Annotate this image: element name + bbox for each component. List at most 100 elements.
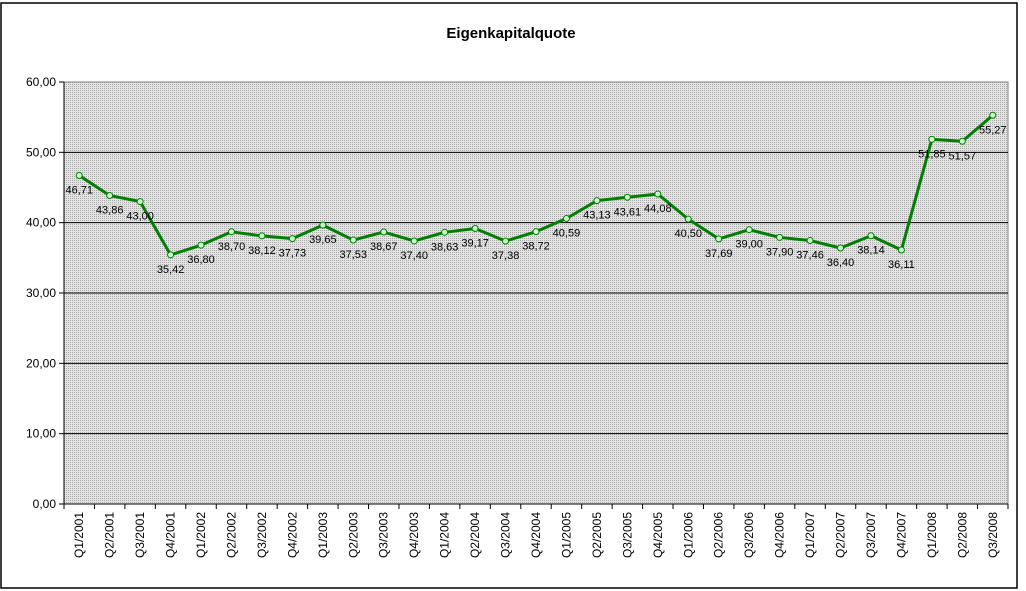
data-label: 38,14	[857, 245, 885, 257]
y-tick-label: 50,00	[26, 145, 56, 159]
x-tick-label: Q2/2007	[834, 512, 848, 558]
data-label: 38,72	[522, 241, 550, 253]
data-label: 43,86	[96, 205, 124, 217]
x-tick-label: Q4/2006	[773, 512, 787, 558]
x-axis: Q1/2001 Q2/2001 Q3/2001 Q4/2001 Q1/2002 Q2/20…	[63, 503, 1009, 558]
gridlines	[64, 151, 1008, 435]
data-point	[928, 135, 936, 143]
x-tick-label: Q4/2001	[164, 512, 178, 558]
data-point	[319, 221, 327, 229]
data-label: 40,50	[674, 228, 702, 240]
data-point	[197, 241, 205, 249]
data-label: 37,90	[766, 246, 794, 258]
x-tick-label: Q1/2006	[681, 512, 695, 558]
data-point	[380, 228, 388, 236]
data-label: 39,65	[309, 234, 337, 246]
data-label: 43,13	[583, 210, 611, 222]
data-label: 36,40	[827, 257, 855, 269]
data-point	[989, 111, 997, 119]
chart-title: Eigenkapitalquote	[446, 25, 575, 42]
data-point	[75, 171, 83, 179]
data-label: 36,11	[888, 259, 915, 271]
data-label: 38,70	[218, 241, 246, 253]
data-label: 39,00	[735, 239, 763, 251]
data-label: 37,40	[400, 250, 428, 262]
data-point	[745, 226, 753, 234]
y-tick-label: 20,00	[26, 356, 56, 370]
data-point	[471, 225, 479, 233]
x-tick-label: Q3/2002	[255, 512, 269, 558]
data-label: 35,42	[157, 264, 185, 276]
data-point	[897, 246, 905, 254]
data-label: 51,57	[949, 150, 977, 162]
data-point	[349, 236, 357, 244]
data-point	[288, 235, 296, 243]
x-tick-label: Q3/2008	[986, 512, 1000, 558]
data-point	[167, 251, 175, 259]
x-tick-label: Q1/2001	[72, 512, 86, 558]
y-tick-label: 30,00	[26, 286, 56, 300]
data-point	[654, 190, 662, 198]
x-tick-label: Q4/2005	[651, 512, 665, 558]
data-point	[410, 237, 418, 245]
data-point	[837, 244, 845, 252]
x-tick-label: Q4/2007	[894, 512, 908, 558]
y-tick-label: 0,00	[33, 497, 57, 511]
data-point	[867, 232, 875, 240]
x-tick-label: Q3/2006	[742, 512, 756, 558]
data-point	[227, 228, 235, 236]
x-tick-label: Q2/2002	[224, 512, 238, 558]
data-point	[593, 197, 601, 205]
data-label: 44,08	[644, 203, 672, 215]
x-tick-label: Q2/2008	[955, 512, 969, 558]
data-label: 38,12	[248, 245, 276, 257]
data-point	[562, 215, 570, 223]
data-label: 37,69	[705, 248, 733, 260]
data-label: 40,59	[553, 228, 581, 240]
data-point	[106, 192, 114, 200]
x-tick-label: Q1/2003	[316, 512, 330, 558]
x-tick-label: Q3/2007	[864, 512, 878, 558]
x-tick-label: Q1/2005	[559, 512, 573, 558]
data-point	[623, 193, 631, 201]
data-label: 38,67	[370, 241, 398, 253]
x-tick-label: Q1/2008	[925, 512, 939, 558]
x-tick-label: Q3/2005	[620, 512, 634, 558]
data-point	[958, 137, 966, 145]
data-label: 46,71	[65, 184, 93, 196]
data-label: 39,17	[461, 238, 489, 250]
x-tick-label: Q4/2003	[407, 512, 421, 558]
x-tick-label: Q2/2003	[346, 512, 360, 558]
data-point	[502, 237, 510, 245]
y-tick-label: 10,00	[26, 427, 56, 441]
x-tick-label: Q2/2004	[468, 512, 482, 558]
y-axis: 0,00 10,00 20,00 30,00 40,00 50,00 60,00	[26, 75, 65, 511]
data-point	[776, 233, 784, 241]
x-tick-label: Q2/2001	[103, 512, 117, 558]
data-label: 51,85	[918, 148, 946, 160]
x-tick-label: Q2/2005	[590, 512, 604, 558]
data-point	[136, 198, 144, 206]
data-label: 37,53	[340, 249, 368, 261]
x-tick-label: Q1/2007	[803, 512, 817, 558]
data-point	[258, 232, 266, 240]
data-point	[441, 228, 449, 236]
data-point	[806, 237, 814, 245]
y-tick-label: 40,00	[26, 216, 56, 230]
y-tick-label: 60,00	[26, 75, 56, 89]
x-tick-label: Q2/2006	[712, 512, 726, 558]
data-label: 37,38	[492, 250, 520, 262]
x-tick-label: Q3/2004	[499, 512, 513, 558]
data-label: 43,00	[126, 211, 154, 223]
x-tick-label: Q1/2004	[438, 512, 452, 558]
x-tick-label: Q1/2002	[194, 512, 208, 558]
data-point	[532, 228, 540, 236]
data-label: 55,27	[979, 124, 1007, 136]
x-tick-label: Q4/2004	[529, 512, 543, 558]
x-tick-label: Q3/2003	[377, 512, 391, 558]
data-label: 38,63	[431, 241, 459, 253]
data-label: 36,80	[187, 254, 215, 266]
data-point	[684, 215, 692, 223]
